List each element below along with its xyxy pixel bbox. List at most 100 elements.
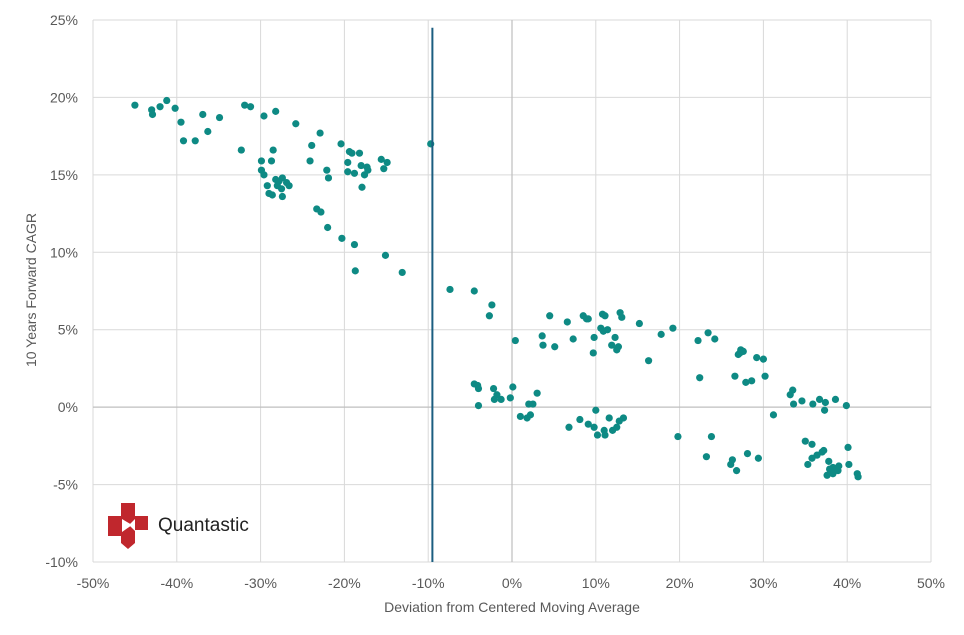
data-point (171, 104, 179, 112)
data-point (241, 101, 249, 109)
x-tick-label: 0% (502, 575, 522, 591)
data-point (769, 411, 778, 419)
data-point (753, 353, 761, 362)
data-point (809, 400, 817, 408)
data-point (263, 182, 271, 190)
data-point (148, 110, 157, 119)
data-point (156, 103, 164, 111)
y-tick-label: 5% (58, 322, 78, 338)
data-point (563, 318, 571, 326)
data-point (589, 349, 597, 357)
y-tick-label: -10% (45, 554, 78, 570)
data-point (260, 171, 268, 179)
data-point (551, 343, 559, 351)
data-point (260, 112, 268, 120)
y-tick-label: 25% (50, 12, 78, 28)
x-tick-label: 10% (582, 575, 610, 591)
data-point (269, 146, 277, 154)
data-point (381, 251, 390, 259)
data-point (191, 137, 199, 145)
data-point (199, 110, 207, 119)
data-point (635, 319, 643, 328)
data-point (845, 460, 853, 469)
data-point (844, 443, 852, 452)
data-point (348, 149, 356, 157)
data-point (344, 158, 352, 167)
data-point (489, 384, 498, 393)
y-tick-label: 15% (50, 167, 78, 183)
data-point (357, 161, 365, 170)
data-point (644, 357, 653, 365)
data-point (820, 406, 829, 414)
data-point (446, 285, 454, 294)
data-point (603, 326, 612, 334)
data-point (497, 395, 505, 403)
data-point (592, 406, 600, 414)
data-point (820, 446, 828, 455)
data-point (702, 453, 711, 461)
zero-axis-lines (93, 20, 931, 562)
data-point (529, 400, 537, 408)
data-point (657, 330, 665, 338)
data-point (204, 127, 212, 136)
y-tick-label: 0% (58, 399, 78, 415)
data-point (605, 414, 613, 422)
data-point (131, 101, 139, 109)
x-tick-label: -40% (160, 575, 193, 591)
data-point (694, 336, 702, 345)
data-point (268, 191, 276, 199)
x-tick-label: -20% (328, 575, 361, 591)
x-tick-label: 20% (666, 575, 694, 591)
quantastic-logo-icon (108, 503, 148, 549)
data-point (732, 467, 741, 475)
data-point (789, 386, 797, 394)
x-tick-label: 50% (917, 575, 945, 591)
data-point (272, 107, 280, 115)
data-point (618, 313, 626, 321)
data-point (590, 423, 598, 431)
data-point (257, 157, 266, 165)
data-point (350, 240, 359, 249)
data-point (511, 336, 519, 345)
data-point (842, 401, 850, 410)
data-point (351, 267, 359, 275)
data-point (163, 96, 171, 105)
data-point (611, 333, 619, 342)
data-point (538, 332, 546, 340)
data-point (526, 411, 535, 419)
data-point (277, 185, 286, 193)
data-point (355, 149, 364, 157)
data-point (704, 329, 712, 337)
x-axis-title: Deviation from Centered Moving Average (384, 599, 640, 615)
data-point (821, 398, 830, 407)
data-point (350, 169, 359, 177)
data-point (324, 174, 333, 182)
data-point (323, 166, 331, 174)
data-point (601, 431, 609, 439)
data-point (854, 473, 862, 481)
data-point (470, 287, 478, 295)
data-point (306, 157, 314, 165)
data-point (584, 315, 592, 323)
data-point (743, 450, 752, 458)
data-point (728, 456, 736, 464)
data-point (516, 412, 524, 421)
data-point (804, 460, 812, 469)
brand-name: Quantastic (158, 515, 249, 536)
data-point (669, 324, 677, 332)
data-point (576, 415, 584, 424)
data-point (707, 432, 716, 441)
data-point (316, 129, 324, 137)
data-point (246, 103, 255, 111)
data-point (474, 384, 483, 393)
data-point (584, 420, 592, 428)
data-point (798, 397, 806, 405)
x-tick-label: 40% (833, 575, 861, 591)
brand-logo: Quantastic (108, 503, 249, 549)
data-point (539, 341, 547, 349)
data-point (267, 157, 276, 165)
data-point (488, 301, 496, 309)
data-point (614, 343, 623, 351)
data-point (711, 335, 719, 343)
